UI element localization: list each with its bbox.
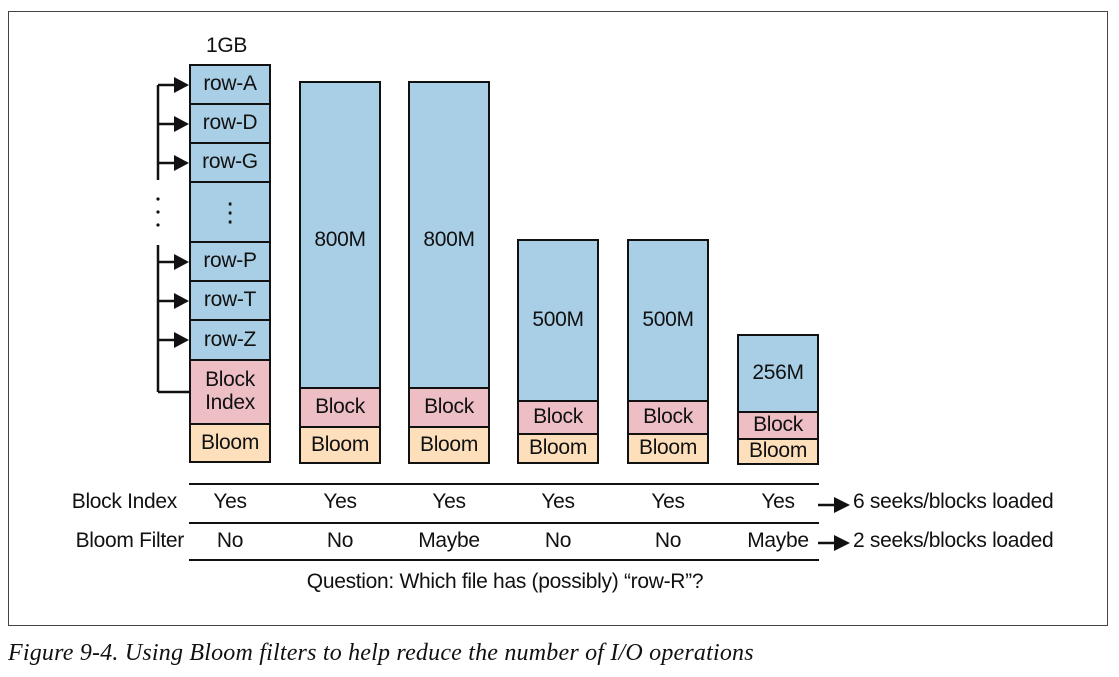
file-4-block: Block	[517, 400, 599, 435]
file-5-bloom: Bloom	[627, 433, 709, 464]
figure-caption: Figure 9-4. Using Bloom filters to help …	[8, 640, 754, 666]
file-2-data: 800M	[299, 81, 381, 389]
result-arrows	[818, 497, 850, 551]
index-row-z: row-Z	[189, 319, 271, 361]
block-index-value: Yes	[761, 490, 795, 513]
file-4-data: 500M	[517, 239, 599, 402]
table-line-middle	[189, 522, 819, 524]
file-3-block: Block	[408, 387, 490, 428]
block-index-value: Yes	[432, 490, 466, 513]
size-label-1gb: 1GB	[206, 34, 248, 57]
index-row-t: row-T	[189, 280, 271, 321]
block-index-value: Yes	[213, 490, 247, 513]
index-row-p: row-P	[189, 241, 271, 282]
file-2-bloom: Bloom	[299, 426, 381, 464]
bloom-segment: Bloom	[189, 423, 271, 463]
bloom-filter-value: No	[326, 529, 354, 552]
file-5-data: 500M	[627, 239, 709, 402]
block-index-value: Yes	[323, 490, 357, 513]
index-row-ellipsis: ⋮	[189, 181, 271, 243]
block-index-segment: Block Index	[189, 359, 271, 425]
bloom-filter-value: No	[654, 529, 682, 552]
row-label-bloom-filter: Bloom Filter	[75, 529, 185, 552]
block-index-value: Yes	[541, 490, 575, 513]
block-index-value: Yes	[651, 490, 685, 513]
file-2-block: Block	[299, 387, 381, 428]
file-5-block: Block	[627, 400, 709, 435]
index-row-d: row-D	[189, 103, 271, 144]
file-3-bloom: Bloom	[408, 426, 490, 464]
question-text: Question: Which file has (possibly) “row…	[306, 570, 704, 593]
file-3-size: 800M	[423, 228, 475, 251]
file-6-block: Block	[737, 411, 819, 440]
index-row-g: row-G	[189, 142, 271, 183]
file-6-bloom: Bloom	[737, 438, 819, 465]
block-index-label: Block Index	[205, 368, 255, 414]
file-2-size: 800M	[314, 228, 366, 251]
bloom-filter-value: No	[216, 529, 244, 552]
bloom-filter-value: Maybe	[418, 529, 480, 552]
index-row-a: row-A	[189, 64, 271, 105]
row-label-block-index: Block Index	[71, 490, 178, 513]
file-4-bloom: Bloom	[517, 433, 599, 464]
table-line-top	[189, 483, 819, 485]
file-6-data: 256M	[737, 334, 819, 413]
bloom-filter-value: Maybe	[747, 529, 809, 552]
figure-frame	[8, 11, 1108, 626]
result-block-index: 6 seeks/blocks loaded	[853, 490, 1054, 513]
file-3-data: 800M	[408, 81, 490, 389]
table-line-bottom	[189, 559, 819, 561]
bloom-filter-value: No	[544, 529, 572, 552]
index-arrows	[156, 77, 189, 394]
result-bloom-filter: 2 seeks/blocks loaded	[853, 529, 1054, 552]
